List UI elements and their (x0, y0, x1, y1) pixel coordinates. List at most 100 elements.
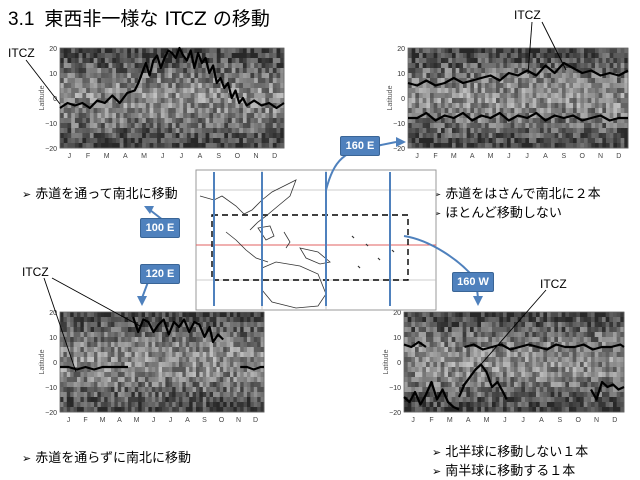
itcz-series-line (240, 365, 264, 371)
islands (351, 235, 395, 269)
y-tick-label: −20 (389, 410, 401, 417)
month-tick-label: A (466, 417, 471, 424)
month-tick-label: M (134, 417, 140, 424)
map (195, 169, 437, 311)
y-tick-label: 10 (393, 335, 401, 342)
bullet-bl-0: ➢ 赤道を通らずに南北に移動 (22, 451, 191, 466)
bullet-tr-0: ➢ 赤道をはさんで南北に２本 (432, 187, 601, 202)
month-tick-label: O (579, 153, 585, 160)
month-tick-label: J (180, 153, 184, 160)
panel-160e: 20 10 0 −10 −20 Latitude J F M A M J J A S O N D (384, 46, 634, 164)
chart-160w: 20 10 0 −10 −20 Latitude J F M A M J J A S O N D (383, 310, 625, 424)
y-tick-label: 20 (49, 46, 57, 53)
coast-sulawesi (283, 231, 291, 249)
month-tick-label: J (161, 153, 165, 160)
callout-120e: 120 E (140, 264, 180, 284)
month-tick-label: D (253, 417, 258, 424)
bullet-tl-0: ➢ 赤道を通って南北に移動 (22, 187, 178, 202)
month-tick-label: A (539, 417, 544, 424)
itcz-series-line (132, 316, 224, 344)
month-tick-label: J (521, 417, 525, 424)
title-text: 東西非一様な ITCZ の移動 (44, 8, 270, 30)
panel-120e: 20 10 0 −10 −20 Latitude J F M A M J J A S O N D (30, 310, 270, 428)
month-tick-label: J (525, 153, 529, 160)
itcz-label-br: ITCZ (540, 277, 567, 291)
y-axis-label: Latitude (39, 349, 46, 374)
month-tick-label: O (575, 417, 581, 424)
month-tick-label: A (123, 153, 128, 160)
month-tick-label: J (503, 417, 507, 424)
coast-newguinea (299, 247, 331, 265)
chart-160e: 20 10 0 −10 −20 Latitude J F M A M J J A S O N D (387, 46, 629, 160)
month-tick-label: N (236, 417, 241, 424)
bullet-tr-1: ➢ ほとんど移動しない (432, 206, 562, 221)
y-tick-label: 10 (49, 71, 57, 78)
y-tick-label: −10 (45, 385, 57, 392)
month-tick-label: M (447, 417, 453, 424)
callout-100e: 100 E (140, 218, 180, 238)
y-tick-label: −10 (393, 121, 405, 128)
month-tick-label: M (488, 153, 494, 160)
y-tick-label: −20 (45, 410, 57, 417)
month-tick-label: D (612, 417, 617, 424)
month-tick-label: M (484, 417, 490, 424)
month-tick-label: J (411, 417, 415, 424)
month-tick-label: S (557, 417, 562, 424)
field-shading (60, 312, 265, 413)
month-tick-label: A (198, 153, 203, 160)
y-tick-label: 10 (397, 71, 405, 78)
y-tick-label: −10 (389, 385, 401, 392)
y-tick-label: −20 (45, 146, 57, 153)
chart-100e: 20 10 0 −10 −20 Latitude J F M A M J J A S O N D (39, 46, 285, 160)
itcz-series-line (403, 380, 460, 411)
title-number: 3.1 (8, 9, 35, 30)
month-tick-label: A (185, 417, 190, 424)
bullet-br-0: ➢ 北半球に移動しない１本 (432, 445, 589, 460)
month-tick-label: J (68, 153, 72, 160)
field-shading (60, 48, 285, 149)
y-tick-label: 10 (49, 335, 57, 342)
coast-borneo (257, 225, 275, 241)
y-tick-label: −20 (393, 146, 405, 153)
bullet-br-1: ➢ 南半球に移動する１本 (432, 464, 576, 479)
y-tick-label: 0 (397, 360, 401, 367)
itcz-series-line (407, 61, 629, 87)
chart-120e: 20 10 0 −10 −20 Latitude J F M A M J J A S O N D (39, 310, 265, 424)
itcz-label-tl: ITCZ (8, 46, 35, 60)
month-tick-label: A (543, 153, 548, 160)
month-tick-label: J (67, 417, 71, 424)
y-tick-label: 0 (53, 360, 57, 367)
month-tick-label: J (507, 153, 511, 160)
month-tick-label: O (219, 417, 225, 424)
itcz-label-bl: ITCZ (22, 265, 49, 279)
callout-160e: 160 E (340, 136, 380, 156)
month-tick-label: D (272, 153, 277, 160)
y-tick-label: −10 (45, 121, 57, 128)
field-shading (408, 48, 629, 149)
y-axis-label: Latitude (39, 85, 46, 110)
itcz-series-line (59, 46, 285, 110)
itcz-label-tr: ITCZ (514, 8, 541, 22)
month-tick-label: F (86, 153, 90, 160)
month-tick-label: S (216, 153, 221, 160)
month-tick-label: F (429, 417, 433, 424)
month-tick-label: M (100, 417, 106, 424)
month-tick-label: O (235, 153, 241, 160)
month-tick-label: J (169, 417, 173, 424)
month-tick-label: J (152, 417, 156, 424)
panel-160w: 20 10 0 −10 −20 Latitude J F M A M J J A S O N D (380, 310, 630, 428)
coast-sumatra (225, 231, 269, 263)
month-tick-label: M (451, 153, 457, 160)
month-tick-label: D (616, 153, 621, 160)
month-tick-label: A (470, 153, 475, 160)
month-tick-label: F (433, 153, 437, 160)
month-tick-label: N (253, 153, 258, 160)
longitude-lines (213, 172, 391, 306)
y-tick-label: 0 (401, 96, 405, 103)
itcz-series-line (403, 340, 427, 349)
region-box (211, 214, 409, 281)
y-tick-label: 20 (393, 310, 401, 317)
month-tick-label: A (117, 417, 122, 424)
month-tick-label: N (598, 153, 603, 160)
panel-100e: 20 10 0 −10 −20 Latitude J F M A M J J A S O N D (30, 46, 290, 164)
